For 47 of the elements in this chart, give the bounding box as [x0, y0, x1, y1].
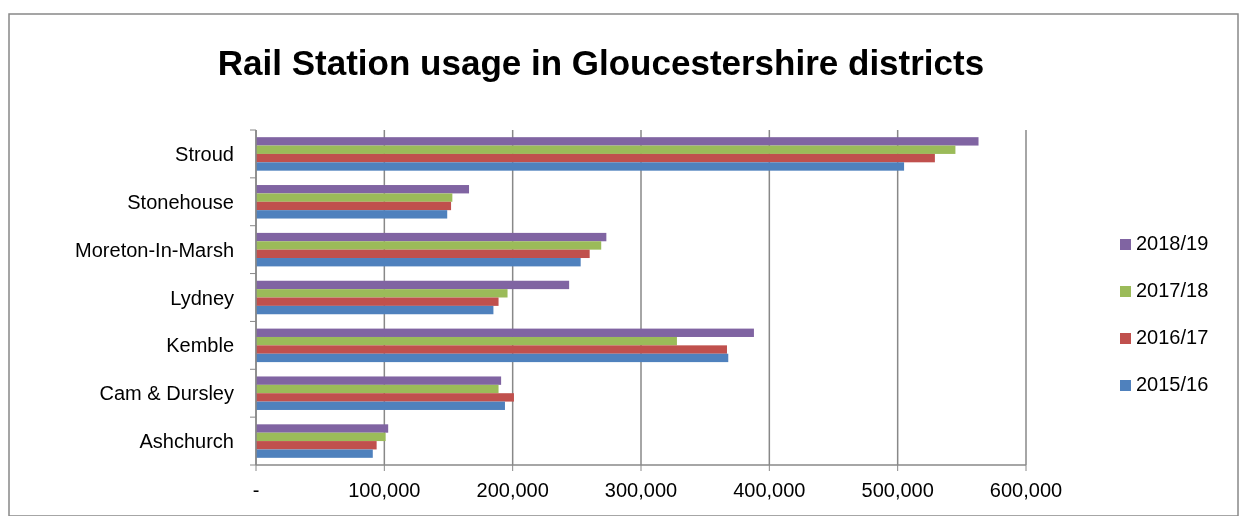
bar [256, 249, 590, 259]
legend-label: 2015/16 [1136, 373, 1209, 395]
bar [256, 162, 905, 171]
bar [256, 210, 448, 219]
y-tick-label: Kemble [166, 334, 234, 357]
bar [256, 137, 979, 146]
y-tick-label: Ashchurch [139, 430, 234, 453]
bar [256, 305, 494, 315]
y-tick-label: Lydney [170, 286, 234, 309]
bar [256, 441, 377, 450]
chart-title: Rail Station usage in Gloucestershire districts [217, 43, 985, 82]
bar [256, 145, 956, 154]
bar [256, 449, 373, 458]
bar [256, 401, 505, 410]
bar [256, 289, 508, 298]
bar [256, 297, 499, 306]
y-tick-label: Stonehouse [127, 190, 234, 213]
bar [256, 201, 452, 211]
y-tick-label: Cam & Dursley [99, 382, 234, 405]
bar [256, 353, 729, 363]
bar [256, 280, 570, 290]
bar [256, 393, 514, 402]
bar [256, 376, 502, 385]
bar [256, 232, 607, 242]
y-tick-label: Moreton-In-Marsh [75, 238, 234, 261]
bar [256, 258, 581, 267]
bar [256, 432, 386, 442]
bar [256, 241, 602, 250]
bar [256, 384, 499, 394]
bar [256, 336, 677, 346]
x-tick-label: 200,000 [476, 479, 549, 501]
x-tick-label: 600,000 [989, 479, 1063, 501]
legend-label: 2018/19 [1136, 232, 1209, 254]
x-tick-label: 500,000 [861, 479, 934, 501]
bar [256, 345, 727, 354]
legend-label: 2016/17 [1136, 326, 1209, 348]
x-tick-label: 300,000 [604, 479, 678, 501]
y-tick-label: Stroud [175, 142, 234, 165]
legend-label: 2017/18 [1136, 279, 1209, 301]
bar [256, 153, 935, 163]
x-tick-label: 100,000 [348, 479, 421, 501]
bar [256, 193, 453, 202]
x-tick-label: - [252, 479, 260, 501]
bar [256, 185, 470, 194]
x-tick-label: 400,000 [733, 479, 806, 501]
bar [256, 424, 389, 433]
bar [256, 328, 754, 337]
